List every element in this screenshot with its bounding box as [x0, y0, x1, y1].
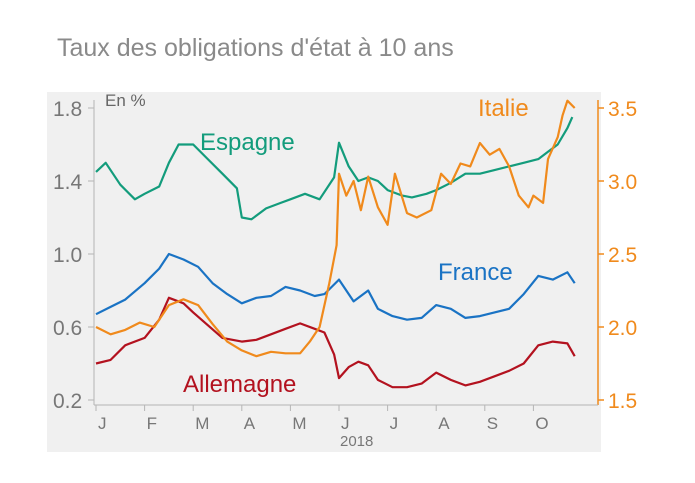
x-tick-label: M	[292, 414, 306, 433]
right-tick-label: 2.0	[608, 317, 637, 340]
x-tick-label: J	[341, 414, 350, 433]
x-tick-label: J	[98, 414, 107, 433]
left-tick-label: 1.0	[53, 244, 82, 267]
left-tick-label: 0.2	[53, 390, 82, 413]
x-tick-label: O	[535, 414, 548, 433]
right-tick-label: 2.5	[608, 244, 637, 267]
series-label-italie: Italie	[478, 95, 529, 122]
left-tick-label: 1.4	[53, 171, 83, 194]
chart-title: Taux des obligations d'état à 10 ans	[57, 34, 454, 62]
series-label-france: France	[438, 259, 513, 286]
right-tick-label: 1.5	[608, 390, 637, 413]
x-tick-label: F	[147, 414, 157, 433]
left-tick-label: 1.8	[53, 98, 82, 121]
lines-layer	[95, 99, 576, 389]
x-tick-label: A	[244, 414, 256, 433]
labels-layer: Espagne France Allemagne Italie	[183, 95, 529, 398]
x-axis-label: 2018	[340, 433, 373, 450]
series-label-espagne: Espagne	[200, 129, 295, 156]
axes-layer: 0.2 0.6 1.0 1.4 1.8 1.5 2.0 2.5 3.0 3.5 J F M A M J J A S O…	[53, 91, 637, 450]
series-line-italie	[95, 99, 576, 358]
x-tick-label: A	[438, 414, 450, 433]
unit-label: En %	[105, 91, 146, 110]
x-tick-label: S	[487, 414, 498, 433]
right-tick-label: 3.5	[608, 98, 637, 121]
series-line-allemagne	[95, 296, 576, 389]
series-line-espagne	[95, 116, 574, 221]
series-label-allemagne: Allemagne	[183, 371, 296, 398]
series-line-france	[95, 252, 576, 321]
plot-background	[47, 92, 601, 452]
left-tick-label: 0.6	[53, 317, 82, 340]
right-tick-label: 3.0	[608, 171, 637, 194]
x-tick-label: J	[390, 414, 399, 433]
x-tick-label: M	[195, 414, 209, 433]
